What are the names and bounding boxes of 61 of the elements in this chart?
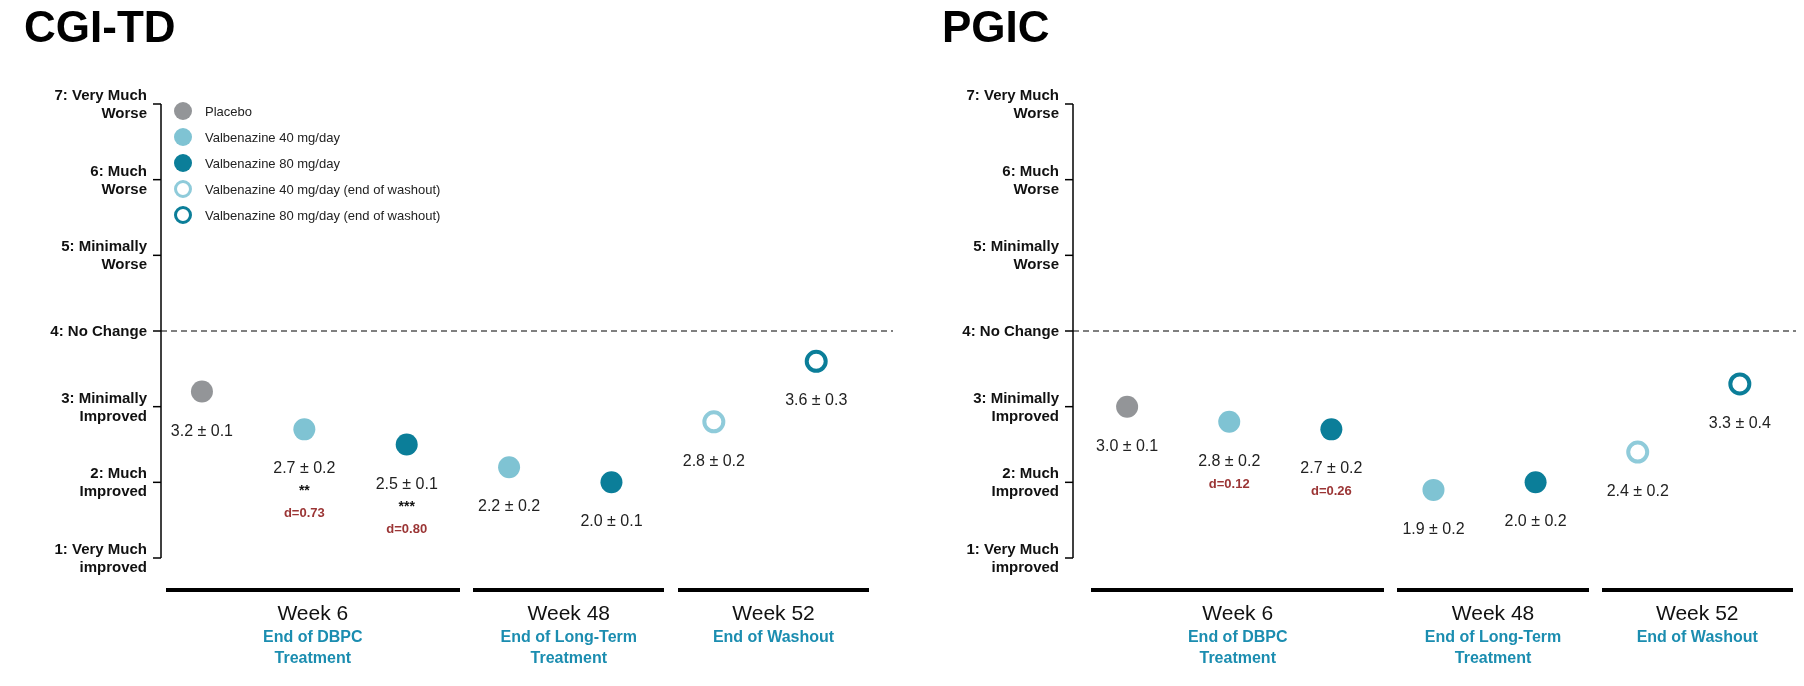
data-label: 2.0 ± 0.1 — [580, 512, 643, 530]
point — [1728, 372, 1752, 396]
legend-label: Valbenazine 40 mg/day — [205, 129, 340, 145]
y-tick-label: 4: No Change — [50, 322, 147, 339]
point — [498, 456, 521, 479]
y-tick-label: 6: Much Worse — [90, 161, 147, 197]
point — [293, 418, 316, 441]
y-tick-label: 5: Minimally Worse — [61, 237, 148, 273]
point — [1422, 478, 1445, 501]
point — [395, 433, 418, 456]
y-tick-label: 2: Much Improved — [79, 464, 147, 500]
point — [600, 471, 623, 494]
text: Week 6 — [1201, 600, 1275, 626]
point — [804, 349, 828, 373]
y-tick-label: 2: Much Improved — [991, 464, 1059, 500]
text: End of DBPC Treatment — [262, 627, 364, 668]
y-tick-label: 3: Minimally Improved — [973, 388, 1060, 424]
data-label: 3.2 ± 0.1 — [170, 421, 234, 439]
data-label: 3.0 ± 0.1 — [1096, 436, 1159, 454]
legend-label: Valbenazine 80 mg/day (end of washout) — [205, 207, 441, 223]
text: End of Long-Term Treatment — [1423, 627, 1563, 668]
text: Week 48 — [1450, 600, 1536, 626]
data-label: 2.5 ± 0.1 *** d=0.80 — [375, 474, 438, 536]
y-tick-label: 5: Minimally Worse — [973, 237, 1060, 273]
text: Week 6 — [276, 600, 350, 626]
chart-title: CGI-TD — [24, 2, 176, 52]
data-label: 3.6 ± 0.3 — [785, 391, 848, 409]
data-label: 3.3 ± 0.4 — [1708, 413, 1772, 431]
data-label: 2.7 ± 0.2 ** d=0.73 — [273, 459, 336, 521]
data-label: 2.7 ± 0.2 d=0.26 — [1300, 459, 1363, 499]
y-tick-label: 1: Very Much improved — [966, 540, 1059, 575]
text: End of Washout — [1635, 627, 1759, 647]
text: Week 52 — [1655, 600, 1740, 626]
point — [1626, 440, 1650, 464]
data-label: 2.0 ± 0.2 — [1504, 512, 1567, 530]
data-label: 2.8 ± 0.2 — [682, 451, 746, 469]
chart-title: PGIC — [942, 2, 1050, 52]
text: End of DBPC Treatment — [1186, 627, 1289, 668]
data-label: 1.9 ± 0.2 — [1402, 519, 1465, 537]
y-tick-label: 1: Very Much improved — [54, 540, 147, 575]
y-tick-label: 3: Minimally Improved — [61, 388, 148, 424]
data-label: 2.2 ± 0.2 — [478, 497, 541, 515]
point — [1320, 418, 1343, 441]
text: Week 48 — [526, 600, 611, 626]
point — [1524, 471, 1547, 494]
legend-label: Valbenazine 80 mg/day — [205, 155, 340, 171]
point — [702, 410, 726, 434]
y-tick-label: 4: No Change — [962, 322, 1059, 339]
text: End of Long-Term Treatment — [499, 627, 639, 668]
point — [1116, 395, 1139, 418]
text: End of Washout — [711, 627, 836, 647]
legend-label: Placebo — [205, 103, 252, 119]
legend-label: Valbenazine 40 mg/day (end of washout) — [205, 181, 441, 197]
data-label: 2.8 ± 0.2 d=0.12 — [1198, 451, 1261, 491]
text: Week 52 — [731, 600, 816, 626]
y-tick-label: 7: Very Much Worse — [54, 86, 147, 121]
y-tick-label: 6: Much Worse — [1002, 161, 1059, 197]
data-label: 2.4 ± 0.2 — [1606, 482, 1669, 500]
point — [190, 380, 213, 403]
y-tick-label: 7: Very Much Worse — [966, 86, 1059, 121]
point — [1218, 410, 1241, 433]
